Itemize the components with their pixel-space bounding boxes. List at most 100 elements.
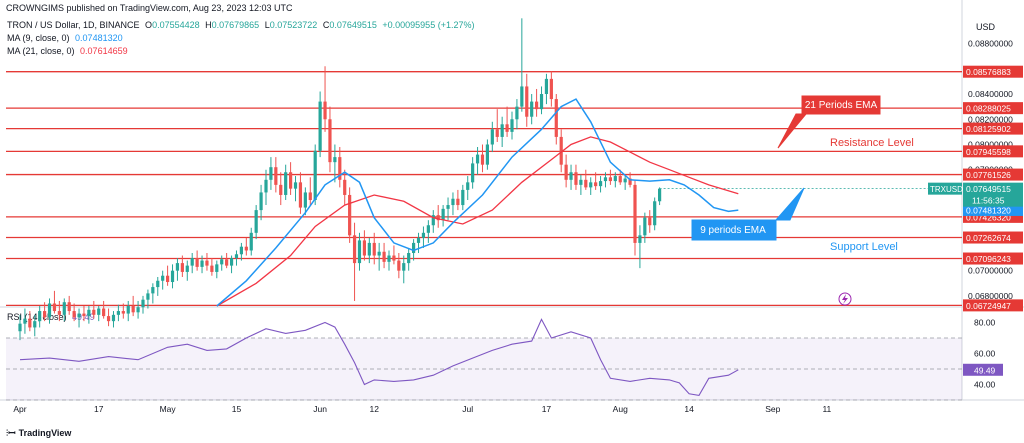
candle [357,232,362,271]
level-tag-bg [963,102,1023,115]
candle [549,71,553,107]
level-tag: 0.08288025 [963,102,1023,115]
candle [598,176,603,193]
candle-body [584,179,588,188]
candle-body [485,144,489,165]
brand-name: TradingView [18,428,72,438]
candle [57,300,61,322]
candle-body [190,258,194,266]
candle [175,258,180,281]
level-tag: 0.08125902 [963,122,1023,135]
rsi-value-tag: 49.49 [963,363,1003,376]
candle [215,260,219,279]
candle-body [210,265,214,272]
candle-body [338,157,342,180]
candle [244,237,248,256]
candle [446,197,450,221]
candle-body [613,176,617,182]
level-tag: 0.08576883 [963,65,1023,78]
candle [530,94,534,125]
candle-body [244,246,248,251]
candle [608,169,612,185]
candle [146,289,150,309]
candle-body [205,260,209,266]
candle-body [574,172,578,185]
candle [643,212,647,243]
candle [249,227,253,256]
price-tick-label: 0.08000000 [968,139,1013,149]
ma9-value: 0.07481320 [75,33,123,43]
candle-body [407,253,411,264]
candle-body [57,311,61,315]
ma21-value: 0.07614659 [80,46,128,56]
candle [293,176,298,202]
candle [343,169,347,206]
candle-body [549,78,553,100]
level-tag-label: 0.07262674 [966,233,1011,243]
candle [234,250,239,266]
ema9-callout-label: 9 periods EMA [700,225,766,236]
candle [313,144,317,206]
footer-brand: ⫶ꟷ TradingView [6,426,71,439]
candle-body [623,178,627,183]
ma-tag: 0.07481320 [963,203,1023,216]
time-tick-label: Jul [462,404,473,414]
level-tag-label: 0.08288025 [966,104,1011,114]
price-tick-label: 0.08200000 [968,114,1013,124]
price-tag-bg [963,182,1023,207]
candle-body [466,182,470,190]
candle [23,308,27,334]
candle-body [23,318,27,324]
candle [82,306,86,322]
level-tag-bg [963,122,1023,135]
candle-body [92,309,96,315]
candle-body [564,164,568,180]
candle [392,245,396,265]
rsi-tag-label: 49.49 [974,365,996,375]
publisher-line: CROWNGIMS published on TradingView.com, … [6,3,293,13]
candle [328,106,332,173]
candle-body [416,237,421,243]
candle-body [412,242,416,254]
level-tag-label: 0.07426320 [966,212,1011,222]
candle-body [72,311,76,318]
candle-body [215,264,219,272]
candle-body [451,198,455,206]
level-tag: 0.07945598 [963,145,1023,158]
candle-body [333,157,337,163]
candle [97,306,101,322]
candle [520,18,524,112]
candle [416,232,421,254]
level-tag-label: 0.07945598 [966,147,1011,157]
candle [33,314,37,337]
candle-body [33,321,37,328]
candle-body [402,263,406,271]
candle-body [170,270,175,283]
time-tick-label: 15 [232,404,242,414]
candle-body [446,205,450,209]
candle [613,172,617,188]
candle [210,258,214,276]
candle-body [461,189,465,206]
candle [72,303,76,322]
candle-body [308,192,312,201]
candle-body [274,167,278,185]
candle-body [156,280,160,288]
candle [431,210,435,233]
candle-body [608,177,612,182]
level-tag-bg [963,168,1023,181]
candle [461,184,465,211]
candle [264,169,268,206]
rsi-tick-label: 60.00 [974,349,996,359]
candle [362,230,366,261]
candle [559,129,563,173]
time-tick-label: Aug [613,404,628,414]
candle-body [102,308,106,317]
time-tick-label: 14 [684,404,694,414]
candle-body [77,313,81,318]
ema21-callout-label: 21 Periods EMA [805,100,878,111]
candle [18,314,22,341]
candle [284,164,288,201]
candle-body [633,184,637,243]
